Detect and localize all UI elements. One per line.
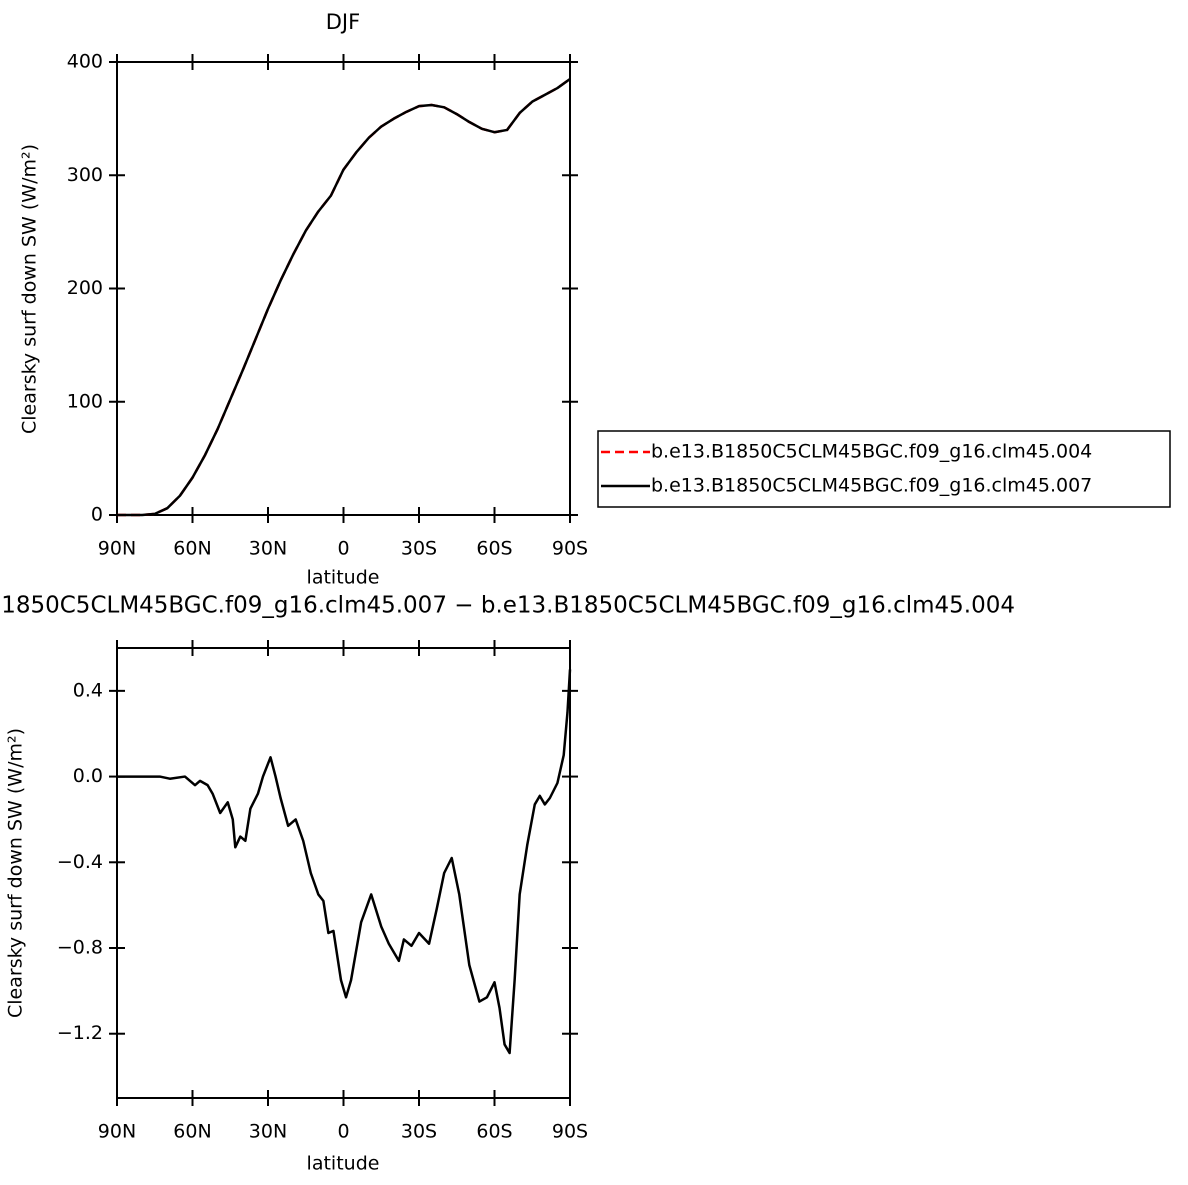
- data-line: [117, 669, 572, 1055]
- x-tick-label: 90N: [98, 538, 136, 560]
- y-tick-label: 400: [67, 51, 103, 73]
- x-axis-label: latitude: [307, 567, 380, 589]
- x-tick-label: 90S: [552, 538, 588, 560]
- x-tick-label: 0: [337, 1121, 349, 1143]
- y-tick-label: −0.8: [57, 937, 103, 959]
- x-tick-label: 90S: [552, 1121, 588, 1143]
- chart-title: b.e13.B1850C5CLM45BGC.f09_g16.clm45.007 …: [0, 593, 1015, 619]
- y-tick-label: 300: [67, 164, 103, 186]
- y-tick-label: 0: [91, 504, 103, 526]
- x-tick-label: 0: [337, 538, 349, 560]
- y-tick-label: −0.4: [57, 851, 103, 873]
- x-tick-label: 30N: [249, 1121, 287, 1143]
- x-tick-label: 60S: [476, 538, 512, 560]
- y-axis-label: Clearsky surf down SW (W/m²): [5, 728, 27, 1018]
- x-tick-label: 30S: [401, 1121, 437, 1143]
- data-line: [117, 77, 571, 517]
- x-tick-label: 60N: [173, 538, 211, 560]
- y-tick-label: 0.0: [73, 765, 103, 787]
- x-tick-label: 30N: [249, 538, 287, 560]
- chart-title: DJF: [326, 10, 360, 34]
- y-tick-label: 200: [67, 277, 103, 299]
- y-tick-label: −1.2: [57, 1022, 103, 1044]
- y-axis-label: Clearsky surf down SW (W/m²): [19, 144, 41, 434]
- x-tick-label: 30S: [401, 538, 437, 560]
- legend-label: b.e13.B1850C5CLM45BGC.f09_g16.clm45.004: [651, 441, 1092, 463]
- y-tick-label: 0.4: [73, 679, 103, 701]
- x-tick-label: 60S: [476, 1121, 512, 1143]
- x-axis-label: latitude: [307, 1153, 380, 1175]
- legend-box: [597, 430, 1171, 508]
- y-tick-label: 100: [67, 390, 103, 412]
- x-tick-label: 60N: [173, 1121, 211, 1143]
- x-tick-label: 90N: [98, 1121, 136, 1143]
- legend-label: b.e13.B1850C5CLM45BGC.f09_g16.clm45.007: [651, 475, 1092, 497]
- data-line: [117, 77, 571, 517]
